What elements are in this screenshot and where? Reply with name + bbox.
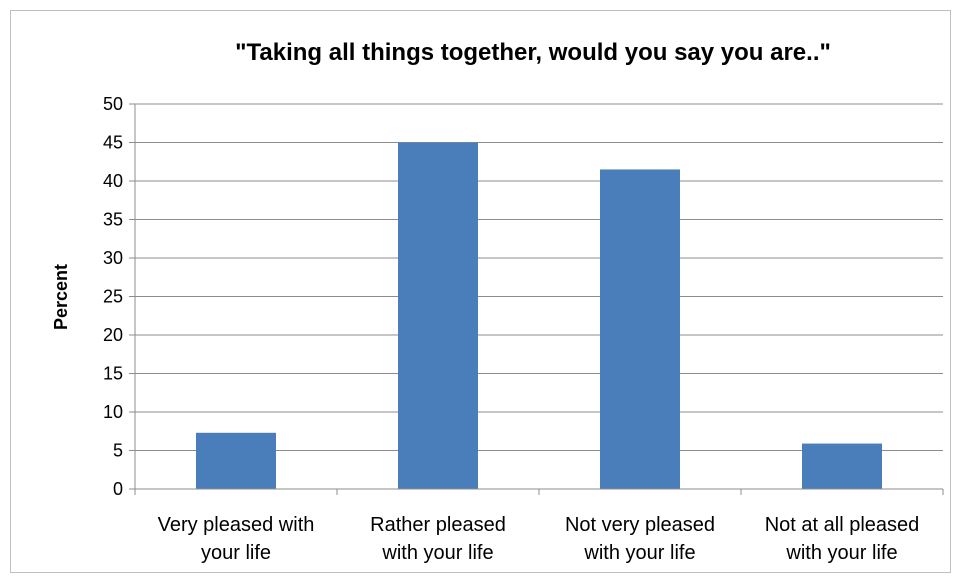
y-tick-label: 50: [103, 94, 123, 114]
y-tick-label: 35: [103, 210, 123, 230]
y-tick-labels: 0 5 10 15 20 25 30 35 40 45 50: [103, 94, 123, 499]
bars: [196, 142, 882, 489]
y-tick-label: 5: [113, 441, 123, 461]
y-tick-label: 10: [103, 402, 123, 422]
y-tick-label: 30: [103, 248, 123, 268]
gridlines: [135, 103, 943, 451]
y-tick-label: 15: [103, 364, 123, 384]
x-tick-label: Not very pleased with your life: [565, 514, 715, 564]
bar: [600, 169, 680, 489]
bar: [398, 142, 478, 489]
y-tick-label: 40: [103, 171, 123, 191]
chart-title: "Taking all things together, would you s…: [235, 39, 831, 66]
bar: [196, 432, 276, 489]
x-tick-label: Very pleased with your life: [158, 514, 315, 564]
axes: [129, 103, 944, 495]
y-tick-label: 25: [103, 287, 123, 307]
x-tick-labels: Very pleased with your life Rather pleased…: [158, 514, 920, 564]
x-tick-label: Not at all pleased with your life: [765, 514, 920, 564]
y-tick-label: 0: [113, 479, 123, 499]
bar: [802, 443, 882, 489]
y-tick-label: 20: [103, 325, 123, 345]
x-tick-label: Rather pleased with your life: [370, 514, 506, 564]
y-axis-label: Percent: [51, 264, 71, 330]
y-tick-label: 45: [103, 133, 123, 153]
